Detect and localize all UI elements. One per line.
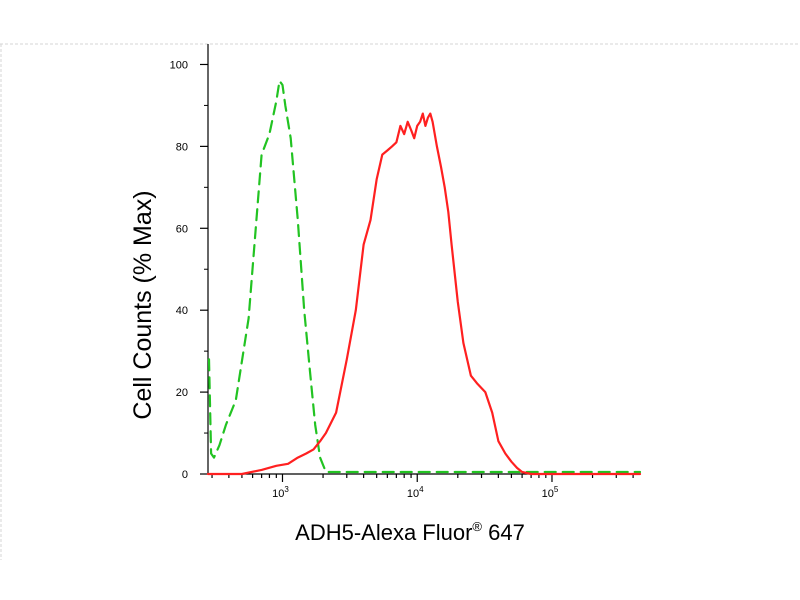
x-axis-title-suffix: 647 (482, 520, 525, 545)
y-tick-label: 0 (182, 469, 188, 481)
series-layer (206, 79, 642, 476)
x-tick-label: 105 (542, 485, 559, 500)
x-axis-title-superscript: ® (472, 519, 482, 534)
x-tick-label-exponent: 5 (554, 485, 559, 494)
series-line-0 (207, 79, 642, 474)
y-axis-title: Cell Counts (% Max) (129, 190, 157, 419)
series-line-1 (206, 112, 642, 476)
x-tick-label-base: 10 (272, 488, 284, 500)
x-tick-label-base: 10 (542, 488, 554, 500)
y-tick-label: 40 (176, 305, 188, 317)
x-axis-title: ADH5-Alexa Fluor® 647 (295, 519, 525, 545)
x-tick-label: 103 (272, 485, 289, 500)
x-axis-ticks: 103 104 105 (211, 474, 634, 500)
plot-area (207, 44, 640, 475)
y-tick-label: 20 (176, 387, 188, 399)
y-tick-label: 60 (176, 223, 188, 235)
x-tick-label-base: 10 (407, 488, 419, 500)
y-axis-ticks: 0 20 40 60 80 100 (170, 59, 208, 481)
x-tick-label-exponent: 4 (419, 485, 424, 494)
x-axis-title-main: ADH5-Alexa Fluor (295, 520, 472, 545)
y-tick-label: 100 (170, 59, 188, 71)
x-tick-label: 104 (407, 485, 424, 500)
x-tick-label-exponent: 3 (284, 485, 289, 494)
y-tick-label: 80 (176, 141, 188, 153)
